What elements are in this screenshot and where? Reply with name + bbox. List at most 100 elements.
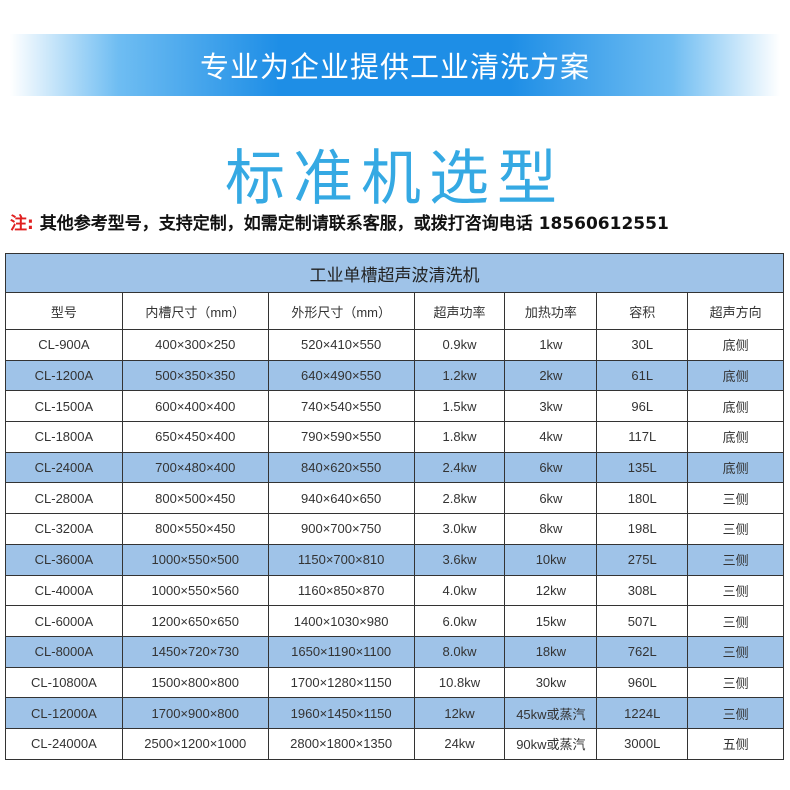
column-header: 容积 bbox=[596, 292, 689, 330]
table-cell: 三侧 bbox=[687, 666, 784, 699]
table-cell: CL-4000A bbox=[5, 574, 123, 607]
table-cell: 135L bbox=[596, 451, 689, 484]
table-cell: 800×550×450 bbox=[121, 513, 269, 545]
table-row: CL-8000A 1450×720×730 1650×1190×1100 8.0kw 1… bbox=[5, 635, 784, 668]
table-cell: 308L bbox=[596, 574, 689, 607]
spec-table: 工业单槽超声波清洗机 型号 内槽尺寸（mm） 外形尺寸（mm） 超声功率 加热功率 容积超… bbox=[5, 253, 784, 760]
column-header: 超声方向 bbox=[687, 292, 784, 330]
table-cell: 2kw bbox=[504, 359, 598, 392]
table-cell: 45kw或蒸汽 bbox=[504, 697, 598, 729]
table-cell: 600×400×400 bbox=[121, 390, 269, 423]
table-row: CL-1500A 600×400×400 740×540×550 1.5kw 3kw 96… bbox=[5, 390, 784, 423]
table-cell: 1160×850×870 bbox=[267, 574, 415, 607]
table-row: CL-4000A 1000×550×560 1160×850×870 4.0kw 12k… bbox=[5, 574, 784, 607]
table-cell: CL-1500A bbox=[5, 390, 123, 423]
table-cell: 2.4kw bbox=[413, 451, 506, 484]
table-cell: 700×480×400 bbox=[121, 451, 269, 484]
table-cell: 800×500×450 bbox=[121, 482, 269, 515]
table-cell: 4.0kw bbox=[413, 574, 506, 607]
table-cell: 三侧 bbox=[687, 482, 784, 515]
page-title: 标准机选型 bbox=[225, 144, 565, 214]
table-cell: 3.6kw bbox=[413, 543, 506, 576]
table-cell: 1.8kw bbox=[413, 421, 506, 453]
table-cell: 15kw bbox=[504, 605, 598, 637]
column-header: 外形尺寸（mm） bbox=[267, 292, 415, 330]
table-cell: 198L bbox=[596, 513, 689, 545]
table-cell: 8.0kw bbox=[413, 635, 506, 668]
table-cell: 30kw bbox=[504, 666, 598, 699]
table-cell: 6kw bbox=[504, 482, 598, 515]
table-cell: 640×490×550 bbox=[267, 359, 415, 392]
table-cell: 1650×1190×1100 bbox=[267, 635, 415, 668]
table-cell: CL-2400A bbox=[5, 451, 123, 484]
table-cell: 1700×1280×1150 bbox=[267, 666, 415, 699]
table-row: CL-1200A 500×350×350 640×490×550 1.2kw 2kw 61… bbox=[5, 359, 784, 392]
table-cell: 6kw bbox=[504, 451, 598, 484]
table-row: CL-10800A 1500×800×800 1700×1280×1150 10.8k… bbox=[5, 666, 784, 699]
table-cell: 520×410×550 bbox=[267, 329, 415, 361]
table-cell: 2800×1800×1350 bbox=[267, 727, 415, 760]
table-cell: 117L bbox=[596, 421, 689, 453]
table-cell: 底侧 bbox=[687, 390, 784, 423]
table-cell: CL-12000A bbox=[5, 697, 123, 729]
table-cell: 三侧 bbox=[687, 697, 784, 729]
table-caption: 工业单槽超声波清洗机 bbox=[5, 253, 784, 293]
table-cell: 1000×550×500 bbox=[121, 543, 269, 576]
table-cell: 三侧 bbox=[687, 635, 784, 668]
table-cell: 8kw bbox=[504, 513, 598, 545]
table-cell: 762L bbox=[596, 635, 689, 668]
table-row: CL-1800A 650×450×400 790×590×550 1.8kw 4kw 11… bbox=[5, 421, 784, 453]
table-cell: 840×620×550 bbox=[267, 451, 415, 484]
table-cell: CL-1800A bbox=[5, 421, 123, 453]
table-cell: 790×590×550 bbox=[267, 421, 415, 453]
table-cell: 650×450×400 bbox=[121, 421, 269, 453]
table-cell: 940×640×650 bbox=[267, 482, 415, 515]
table-cell: 0.9kw bbox=[413, 329, 506, 361]
table-cell: 底侧 bbox=[687, 421, 784, 453]
table-cell: CL-24000A bbox=[5, 727, 123, 760]
table-row: CL-900A 400×300×250 520×410×550 0.9kw 1kw 30L… bbox=[5, 329, 784, 361]
table-cell: 1400×1030×980 bbox=[267, 605, 415, 637]
table-cell: CL-6000A bbox=[5, 605, 123, 637]
table-cell: 4kw bbox=[504, 421, 598, 453]
table-cell: 三侧 bbox=[687, 605, 784, 637]
banner: 专业为企业提供工业清洗方案 bbox=[10, 34, 780, 96]
table-cell: 400×300×250 bbox=[121, 329, 269, 361]
table-cell: 1000×550×560 bbox=[121, 574, 269, 607]
table-cell: 10.8kw bbox=[413, 666, 506, 699]
table-cell: CL-900A bbox=[5, 329, 123, 361]
column-header: 加热功率 bbox=[504, 292, 598, 330]
table-row: CL-6000A 1200×650×650 1400×1030×980 6.0kw 15… bbox=[5, 605, 784, 637]
table-cell: 12kw bbox=[504, 574, 598, 607]
banner-text: 专业为企业提供工业清洗方案 bbox=[199, 50, 590, 84]
table-cell: 2500×1200×1000 bbox=[121, 727, 269, 760]
table-cell: 10kw bbox=[504, 543, 598, 576]
table-cell: 900×700×750 bbox=[267, 513, 415, 545]
table-cell: 6.0kw bbox=[413, 605, 506, 637]
table-cell: 18kw bbox=[504, 635, 598, 668]
table-cell: 12kw bbox=[413, 697, 506, 729]
table-cell: 1960×1450×1150 bbox=[267, 697, 415, 729]
table-cell: 1500×800×800 bbox=[121, 666, 269, 699]
table-row: CL-2400A 700×480×400 840×620×550 2.4kw 6kw 13… bbox=[5, 451, 784, 484]
table-cell: 1.2kw bbox=[413, 359, 506, 392]
table-cell: 2.8kw bbox=[413, 482, 506, 515]
table-cell: CL-1200A bbox=[5, 359, 123, 392]
table-cell: 1kw bbox=[504, 329, 598, 361]
table-row: CL-3600A 1000×550×500 1150×700×810 3.6kw 10k… bbox=[5, 543, 784, 576]
table-cell: 底侧 bbox=[687, 359, 784, 392]
table-cell: 275L bbox=[596, 543, 689, 576]
table-row: CL-12000A 1700×900×800 1960×1450×1150 12kw 4… bbox=[5, 697, 784, 729]
table-cell: 3.0kw bbox=[413, 513, 506, 545]
table-cell: 960L bbox=[596, 666, 689, 699]
table-row: CL-3200A 800×550×450 900×700×750 3.0kw 8kw 19… bbox=[5, 513, 784, 545]
table-cell: 740×540×550 bbox=[267, 390, 415, 423]
table-cell: 三侧 bbox=[687, 543, 784, 576]
note-text: 其他参考型号，支持定制，如需定制请联系客服，或拨打咨询电话 1856061255… bbox=[39, 214, 669, 234]
table-cell: CL-10800A bbox=[5, 666, 123, 699]
table-cell: 30L bbox=[596, 329, 689, 361]
table-cell: 500×350×350 bbox=[121, 359, 269, 392]
table-cell: 三侧 bbox=[687, 574, 784, 607]
table-cell: 180L bbox=[596, 482, 689, 515]
note-label: 注: bbox=[10, 214, 34, 234]
